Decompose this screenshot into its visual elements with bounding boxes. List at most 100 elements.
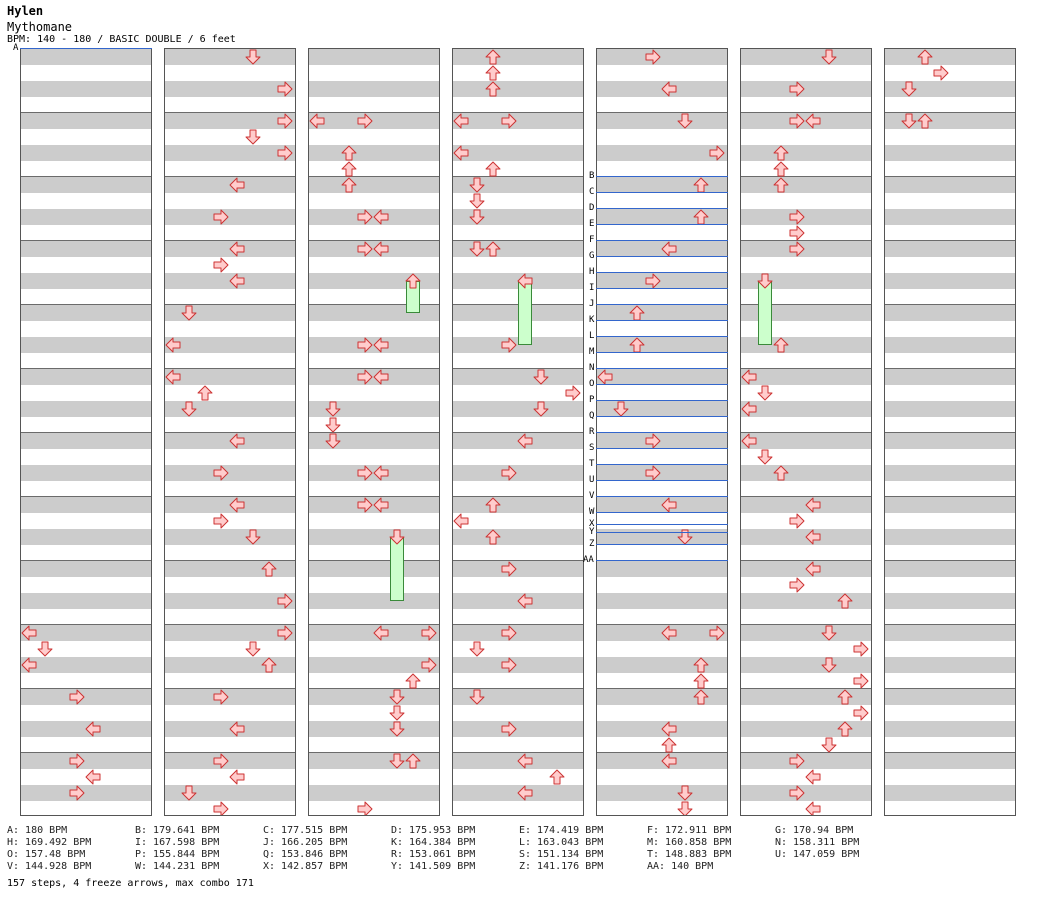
- arrow-left-icon: [453, 513, 469, 529]
- arrow-right-icon: [213, 465, 229, 481]
- artist-name: Hylen: [7, 4, 44, 18]
- bpm-change-label: A: [13, 43, 19, 53]
- bpm-change-label: W: [589, 507, 595, 517]
- arrow-left-icon: [373, 337, 389, 353]
- arrow-up-icon: [549, 769, 565, 785]
- arrow-left-icon: [741, 433, 757, 449]
- arrow-down-icon: [389, 721, 405, 737]
- bpm-legend-item: K: 164.384 BPM: [391, 837, 476, 848]
- bpm-change-label: Y: [589, 527, 595, 537]
- bpm-change-line: [596, 320, 728, 321]
- bpm-change-label: N: [589, 363, 595, 373]
- bpm-change-line: [596, 524, 728, 525]
- arrow-down-icon: [245, 129, 261, 145]
- bpm-change-label: P: [589, 395, 595, 405]
- bpm-change-line: [596, 432, 728, 433]
- arrow-right-icon: [357, 369, 373, 385]
- bpm-change-label: X: [589, 519, 595, 529]
- bpm-change-label: T: [589, 459, 595, 469]
- chart-column-1: [20, 48, 152, 816]
- bpm-legend-item: X: 142.857 BPM: [263, 861, 348, 872]
- arrow-down-icon: [677, 529, 693, 545]
- bpm-change-line: [596, 368, 728, 369]
- arrow-up-icon: [261, 561, 277, 577]
- arrow-right-icon: [645, 49, 661, 65]
- bpm-legend-item: F: 172.911 BPM: [647, 825, 732, 836]
- arrow-up-icon: [261, 657, 277, 673]
- arrow-right-icon: [501, 561, 517, 577]
- arrow-right-icon: [501, 113, 517, 129]
- arrow-down-icon: [821, 625, 837, 641]
- arrow-up-icon: [693, 689, 709, 705]
- bpm-legend-item: O: 157.48 BPM: [7, 849, 86, 860]
- arrow-up-icon: [485, 65, 501, 81]
- arrow-left-icon: [741, 401, 757, 417]
- bpm-legend-item: S: 151.134 BPM: [519, 849, 604, 860]
- arrow-left-icon: [373, 209, 389, 225]
- arrow-up-icon: [341, 177, 357, 193]
- arrow-left-icon: [597, 369, 613, 385]
- arrow-right-icon: [357, 113, 373, 129]
- bpm-legend-item: D: 175.953 BPM: [391, 825, 476, 836]
- arrow-up-icon: [629, 337, 645, 353]
- arrow-left-icon: [661, 721, 677, 737]
- arrow-left-icon: [517, 593, 533, 609]
- arrow-left-icon: [805, 529, 821, 545]
- arrow-down-icon: [325, 417, 341, 433]
- arrow-left-icon: [741, 369, 757, 385]
- arrow-right-icon: [645, 273, 661, 289]
- arrow-up-icon: [837, 689, 853, 705]
- arrow-right-icon: [709, 625, 725, 641]
- arrow-down-icon: [245, 49, 261, 65]
- bpm-legend-item: M: 160.858 BPM: [647, 837, 732, 848]
- bpm-legend-item: N: 158.311 BPM: [775, 837, 860, 848]
- arrow-left-icon: [165, 337, 181, 353]
- bpm-change-label: I: [589, 283, 595, 293]
- arrow-up-icon: [405, 273, 421, 289]
- arrow-down-icon: [469, 689, 485, 705]
- arrow-left-icon: [517, 785, 533, 801]
- arrow-left-icon: [805, 561, 821, 577]
- arrow-right-icon: [501, 625, 517, 641]
- bpm-legend-item: T: 148.883 BPM: [647, 849, 732, 860]
- arrow-down-icon: [389, 689, 405, 705]
- bpm-change-label: R: [589, 427, 595, 437]
- arrow-right-icon: [709, 145, 725, 161]
- bpm-change-line: [596, 416, 728, 417]
- bpm-change-line: [596, 464, 728, 465]
- arrow-left-icon: [373, 625, 389, 641]
- arrow-left-icon: [517, 433, 533, 449]
- arrow-right-icon: [421, 625, 437, 641]
- bpm-legend-item: AA: 140 BPM: [647, 861, 714, 872]
- bpm-change-line: [596, 496, 728, 497]
- bpm-change-line: [596, 224, 728, 225]
- arrow-right-icon: [933, 65, 949, 81]
- arrow-right-icon: [501, 337, 517, 353]
- arrow-right-icon: [277, 625, 293, 641]
- bpm-change-label: K: [589, 315, 595, 325]
- bpm-change-label: D: [589, 203, 595, 213]
- arrow-left-icon: [453, 113, 469, 129]
- arrow-down-icon: [677, 801, 693, 815]
- arrow-right-icon: [213, 513, 229, 529]
- arrow-up-icon: [693, 209, 709, 225]
- arrow-right-icon: [501, 721, 517, 737]
- bpm-change-line: [596, 272, 728, 273]
- arrow-left-icon: [373, 465, 389, 481]
- arrow-down-icon: [181, 305, 197, 321]
- bpm-legend-item: Q: 153.846 BPM: [263, 849, 348, 860]
- bpm-change-line: [596, 208, 728, 209]
- arrow-up-icon: [661, 737, 677, 753]
- chart-column-4: [452, 48, 584, 816]
- arrow-left-icon: [85, 769, 101, 785]
- bpm-change-line: [596, 336, 728, 337]
- chart-column-2: [164, 48, 296, 816]
- arrow-down-icon: [677, 785, 693, 801]
- arrow-up-icon: [773, 161, 789, 177]
- arrow-up-icon: [405, 753, 421, 769]
- arrow-up-icon: [693, 657, 709, 673]
- arrow-up-icon: [485, 529, 501, 545]
- bpm-change-label: O: [589, 379, 595, 389]
- arrow-right-icon: [357, 241, 373, 257]
- arrow-down-icon: [469, 209, 485, 225]
